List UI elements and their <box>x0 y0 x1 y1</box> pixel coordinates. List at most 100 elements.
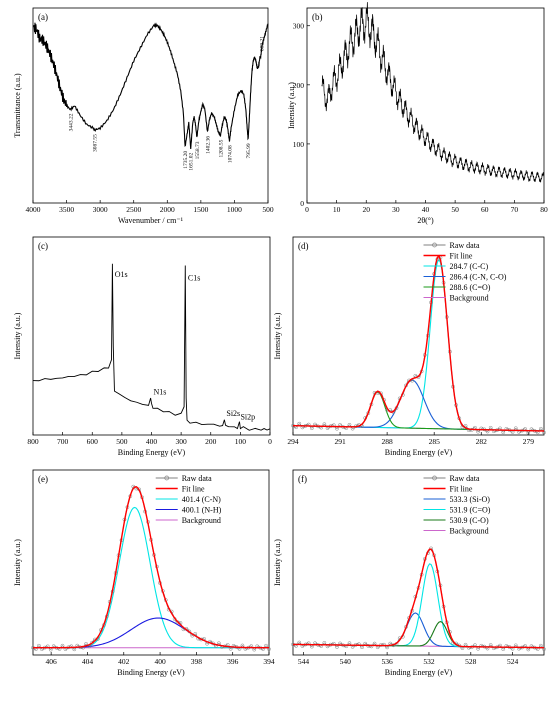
y-axis-label: Intensity (a.u.) <box>273 312 282 359</box>
x-tick-label: 30 <box>392 205 400 214</box>
x-tick-label: 400 <box>146 437 158 446</box>
x-tick-label: 40 <box>422 205 430 214</box>
legend-entry: Background <box>450 527 489 536</box>
y-axis-label: Intensity (a.u.) <box>13 539 22 586</box>
panel-label: (f) <box>298 474 307 484</box>
y-tick-label: 200 <box>293 81 305 90</box>
peak-label: Si2s <box>226 409 240 418</box>
x-tick-label: 1000 <box>227 205 242 214</box>
panel-e: (e) Intensity (a.u.) 406 404 402 400 398 396 394… <box>13 469 275 677</box>
legend-entry: 400.1 (N-H) <box>182 506 222 515</box>
peak-label: 1558.73 <box>195 141 201 159</box>
x-tick-label: 800 <box>27 437 39 446</box>
x-tick-label: 282 <box>476 437 488 446</box>
y-axis-label: Transmittance (a.u.) <box>13 73 22 138</box>
panel-label: (b) <box>312 12 323 22</box>
x-tick-label: 10 <box>333 205 341 214</box>
plot-frame <box>32 469 270 656</box>
component-peak <box>33 506 269 649</box>
peak-label: 1735.20 <box>183 151 189 169</box>
component-peak <box>292 620 545 649</box>
x-tick-label: 528 <box>465 657 477 666</box>
x-tick-label: 402 <box>118 657 130 666</box>
x-tick-label: 300 <box>176 437 188 446</box>
x-tick-label: 540 <box>340 657 352 666</box>
survey-trace <box>32 263 271 431</box>
x-tick-label: 600 <box>87 437 99 446</box>
x-tick-label: 60 <box>481 205 489 214</box>
panel-a: (a) Transmittance (a.u.) 4000 3500 3000 2500 2… <box>13 7 274 225</box>
panel-label: (d) <box>298 241 309 251</box>
y-tick-label: 300 <box>293 22 305 31</box>
legend-entry: 533.3 (Si-O) <box>450 495 491 504</box>
peak-label: 3087.55 <box>92 134 98 152</box>
x-tick-label: 700 <box>57 437 69 446</box>
x-tick-label: 544 <box>298 657 310 666</box>
legend-entry: Raw data <box>450 474 480 483</box>
x-axis-label: Binding Energy (eV) <box>385 448 453 457</box>
x-tick-label: 20 <box>363 205 371 214</box>
component-peak <box>292 258 545 432</box>
panel-d: (d) Intensity (a.u.) 294 291 288 285 282 279 Bin… <box>273 236 546 457</box>
plot-frame <box>292 236 545 436</box>
y-axis-label: Intensity (a.u.) <box>13 312 22 359</box>
plot-frame <box>292 469 545 656</box>
component-peak <box>292 563 545 649</box>
fit-line <box>33 486 269 649</box>
panel-c: (c) Intensity (a.u.) 800 700 600 500 400 300 200… <box>13 236 272 457</box>
legend-entry: Fit line <box>450 252 473 261</box>
peak-label: 1651.02 <box>189 153 195 171</box>
legend-entry: Fit line <box>182 485 205 494</box>
x-tick-label: 100 <box>235 437 247 446</box>
y-axis-label: Intensity (a.u.) <box>273 539 282 586</box>
legend-entry: Raw data <box>450 241 480 250</box>
x-tick-label: 285 <box>429 437 441 446</box>
legend-entry: 531.9 (C=O) <box>450 506 491 515</box>
legend-marker <box>164 475 170 481</box>
x-tick-label: 50 <box>451 205 459 214</box>
y-tick-label: 0 <box>300 199 304 208</box>
peak-label: Si2p <box>240 413 255 422</box>
legend-entry: 286.4 (C-N, C-O) <box>450 273 507 282</box>
y-tick-label: 100 <box>293 140 305 149</box>
component-peak <box>292 379 545 432</box>
legend-entry: 530.9 (C-O) <box>450 516 489 525</box>
x-tick-label: 3000 <box>93 205 108 214</box>
legend-entry: Background <box>450 294 489 303</box>
legend-entry: 288.6 (C=O) <box>450 283 491 292</box>
x-axis-label: Binding Energy (eV) <box>385 668 453 677</box>
x-tick-label: 2000 <box>160 205 175 214</box>
peak-label: N1s <box>154 387 167 396</box>
x-tick-label: 406 <box>46 657 58 666</box>
plot-frame <box>32 236 271 436</box>
peak-label: 795.99 <box>246 143 252 158</box>
peak-label: C1s <box>188 273 200 282</box>
fit-line <box>292 548 545 649</box>
x-tick-label: 404 <box>82 657 94 666</box>
x-tick-label: 396 <box>227 657 239 666</box>
panel-f: (f) Intensity (a.u.) 544 540 536 532 528 524 Bin… <box>273 469 546 677</box>
x-axis-label: Binding Energy (eV) <box>118 448 186 457</box>
x-tick-label: 70 <box>511 205 519 214</box>
peak-label: O1s <box>115 270 128 279</box>
x-tick-label: 0 <box>268 437 272 446</box>
peak-label: 1402.36 <box>205 136 211 154</box>
x-tick-label: 80 <box>540 205 548 214</box>
x-axis-label: Binding Energy (eV) <box>117 668 185 677</box>
x-tick-label: 288 <box>382 437 394 446</box>
panel-label: (c) <box>38 241 48 251</box>
x-tick-label: 398 <box>191 657 203 666</box>
legend-entry: Background <box>182 516 221 525</box>
legend-marker <box>432 242 437 248</box>
x-tick-label: 500 <box>116 437 128 446</box>
peak-label: 1074.08 <box>227 145 233 163</box>
fit-line <box>292 254 545 432</box>
raw-data-line <box>292 255 545 434</box>
panel-label: (a) <box>38 12 48 22</box>
plot-frame <box>32 7 269 204</box>
x-tick-label: 3500 <box>59 205 74 214</box>
x-tick-label: 0 <box>305 205 309 214</box>
x-tick-label: 500 <box>262 205 274 214</box>
x-tick-label: 4000 <box>26 205 41 214</box>
